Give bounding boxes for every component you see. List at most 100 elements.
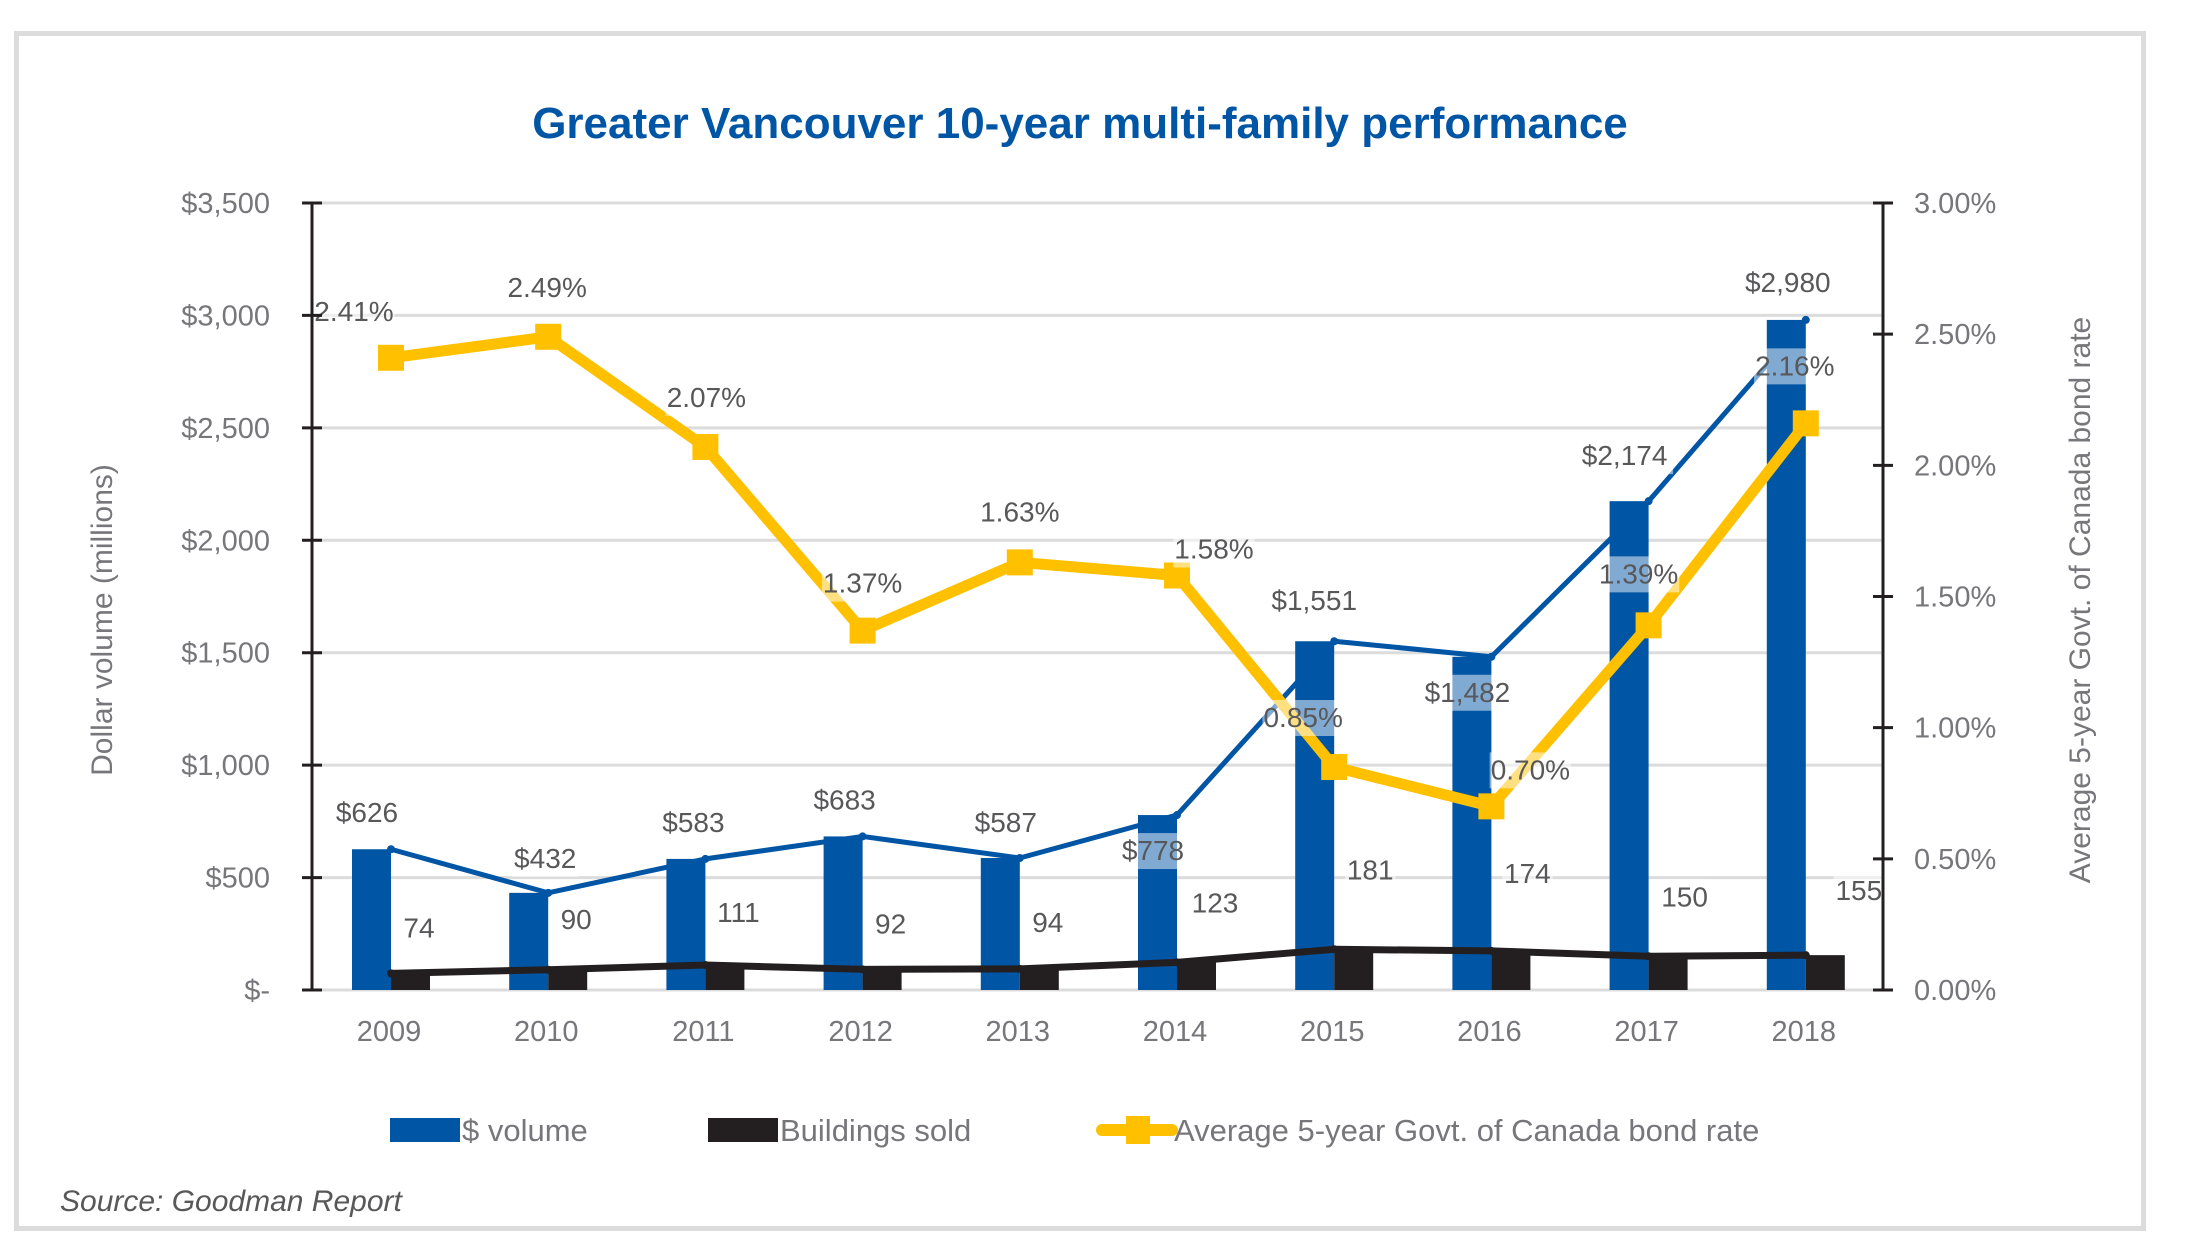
data-label-bond-rate-bg	[821, 565, 904, 602]
data-label-buildings: 181	[1347, 854, 1394, 885]
data-label-buildings-bg	[713, 895, 764, 932]
x-tick-label: 2017	[1614, 1016, 1679, 1048]
data-label-volume: $1,482	[1425, 677, 1511, 708]
point-volume	[1644, 497, 1653, 506]
right-tick-label: 1.00%	[1914, 713, 1996, 745]
x-tick-label: 2013	[986, 1016, 1051, 1048]
data-label-buildings: 74	[403, 912, 434, 943]
point-volume	[387, 845, 395, 854]
right-tick-label: 2.00%	[1914, 450, 1996, 482]
marker-bond-rate	[849, 617, 876, 644]
bar-buildings	[548, 969, 588, 990]
left-tick-label: $2,500	[181, 413, 270, 445]
data-label-volume-bg	[1739, 264, 1837, 301]
marker-bond-rate	[1792, 410, 1819, 437]
bar-buildings	[1334, 949, 1374, 990]
data-label-bond-rate: 1.63%	[980, 496, 1059, 527]
line-bond-rate	[390, 331, 1811, 812]
x-tick-label: 2011	[672, 1016, 734, 1048]
data-label-buildings-bg	[873, 906, 909, 943]
bar-volume	[352, 849, 391, 990]
data-label-buildings-bg	[1189, 885, 1241, 922]
point-buildings	[1330, 945, 1339, 954]
source-note: Source: Goodman Report	[60, 1185, 404, 1218]
chart-frame	[14, 31, 2146, 1231]
data-label-volume-bg	[811, 782, 878, 819]
data-label-buildings-bg	[1502, 855, 1553, 892]
left-axis-title: Dollar volume (millions)	[86, 464, 119, 776]
data-label-volume-bg	[1576, 438, 1674, 475]
bar-buildings	[1177, 962, 1216, 990]
data-label-buildings: 94	[1032, 907, 1063, 938]
bar-volume	[509, 892, 549, 990]
legend: $ volume Buildings sold Average 5-year G…	[390, 1113, 1759, 1148]
data-label-buildings-bg	[1833, 873, 1885, 910]
point-volume	[1173, 811, 1181, 820]
right-tick-label: 0.00%	[1914, 975, 1996, 1007]
point-buildings	[858, 965, 867, 974]
left-tick-label: $-	[244, 975, 270, 1007]
marker-bond-rate	[378, 344, 404, 371]
line-volume	[390, 318, 1808, 896]
point-volume	[544, 888, 553, 897]
legend-swatch-volume	[390, 1118, 460, 1142]
bar-buildings	[1491, 950, 1531, 990]
data-label-buildings: 150	[1661, 881, 1708, 912]
data-label-buildings: 155	[1835, 875, 1882, 906]
data-label-volume: $2,174	[1582, 440, 1668, 471]
data-label-volume-bg	[334, 795, 400, 832]
point-volume	[1487, 652, 1496, 661]
data-label-bond-rate-bg	[979, 494, 1061, 531]
data-label-bond-rate: 2.49%	[507, 272, 586, 303]
bar-volume	[1452, 656, 1492, 990]
point-buildings	[1015, 964, 1024, 973]
data-label-buildings-bg	[401, 910, 437, 947]
marker-bond-rate	[1478, 793, 1505, 820]
data-label-bond-rate: 2.41%	[314, 296, 393, 327]
point-buildings	[1173, 958, 1181, 967]
bar-buildings	[862, 969, 902, 990]
data-label-bond-rate-bg	[313, 293, 395, 330]
right-tick-label: 0.50%	[1914, 844, 1996, 876]
legend-label-bond: Average 5-year Govt. of Canada bond rate	[1174, 1113, 1759, 1148]
bar-volume	[1295, 641, 1335, 990]
data-label-volume-bg	[972, 805, 1039, 842]
axes: $- $500 $1,000 $1,500 $2,000 $2,500 $3,000 $3,5…	[181, 188, 1996, 1048]
data-label-volume-bg	[660, 804, 727, 841]
data-label-volume: $432	[514, 843, 576, 874]
marker-bond-rate	[1321, 754, 1348, 781]
data-label-buildings-bg	[1344, 852, 1396, 889]
series-lines	[378, 315, 1819, 978]
data-label-bond-rate-bg	[665, 379, 748, 416]
legend-swatch-buildings	[708, 1118, 778, 1142]
legend-label-volume: $ volume	[462, 1113, 588, 1148]
marker-bond-rate	[1006, 549, 1033, 576]
data-label-buildings-bg	[1030, 904, 1066, 941]
data-label-bond-rate-bg	[1262, 700, 1344, 737]
x-tick-label: 2014	[1143, 1016, 1208, 1048]
data-label-bond-rate-bg	[1489, 752, 1572, 789]
x-tick-label: 2018	[1772, 1016, 1837, 1048]
data-label-volume: $587	[975, 807, 1037, 838]
data-label-volume: $2,980	[1745, 267, 1831, 298]
marker-bond-rate	[692, 433, 719, 460]
data-label-bond-rate: 1.39%	[1599, 558, 1678, 589]
data-label-buildings: 174	[1504, 858, 1551, 889]
left-tick-label: $3,500	[181, 188, 270, 220]
point-volume	[701, 854, 710, 863]
left-tick-label: $500	[205, 863, 270, 895]
point-buildings	[1801, 951, 1810, 960]
data-label-volume: $683	[813, 784, 875, 815]
data-label-bond-rate: 0.85%	[1263, 702, 1342, 733]
data-label-buildings: 111	[717, 897, 760, 928]
data-label-volume-bg	[1120, 833, 1186, 870]
right-axis-title: Average 5-year Govt. of Canada bond rate	[2064, 317, 2097, 883]
data-label-bond-rate: 2.07%	[667, 382, 746, 413]
data-label-volume-bg	[512, 840, 579, 877]
data-label-volume: $583	[662, 807, 724, 838]
data-label-volume: $626	[336, 797, 398, 828]
data-label-bond-rate: 0.70%	[1491, 754, 1570, 785]
data-label-volume-bg	[1265, 583, 1363, 620]
line-buildings	[390, 945, 1806, 977]
left-tick-label: $2,000	[181, 525, 270, 557]
